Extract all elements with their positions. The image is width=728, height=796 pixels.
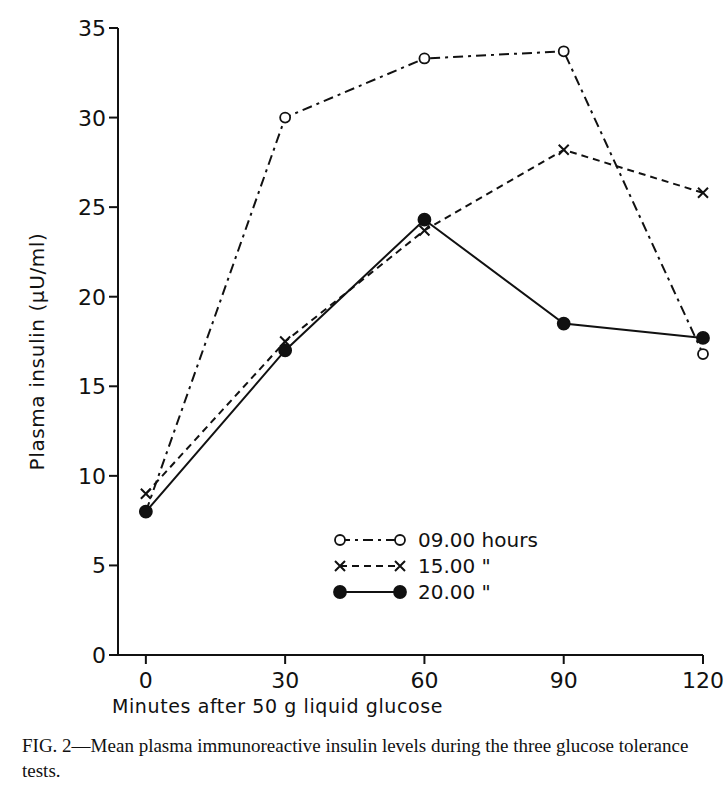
x-tick xyxy=(563,655,565,664)
legend-marker xyxy=(335,535,345,545)
marker xyxy=(698,188,708,198)
x-tick xyxy=(284,655,286,664)
y-tick-label: 5 xyxy=(92,553,106,578)
legend-marker xyxy=(394,586,406,598)
y-tick-label: 10 xyxy=(78,464,106,489)
marker xyxy=(140,506,152,518)
plot-area xyxy=(140,46,709,517)
y-tick-label: 35 xyxy=(78,16,106,41)
legend-label: 09.00 hours xyxy=(418,528,538,552)
marker xyxy=(698,349,708,359)
caption-line: FIG. 2—Mean plasma immunoreactive insuli… xyxy=(22,735,688,756)
legend-label: 20.00 " xyxy=(418,580,491,604)
series-line xyxy=(146,150,703,494)
x-axis-label: Minutes after 50 g liquid glucose xyxy=(112,695,443,717)
marker xyxy=(419,225,429,235)
x-tick xyxy=(423,655,425,664)
y-tick xyxy=(109,27,118,29)
legend-marker xyxy=(395,561,405,571)
legend-marker xyxy=(395,535,405,545)
marker xyxy=(279,344,291,356)
marker xyxy=(141,489,151,499)
marker xyxy=(558,318,570,330)
x-tick-label: 90 xyxy=(550,668,578,693)
marker xyxy=(559,46,569,56)
legend-line xyxy=(340,565,400,567)
y-axis xyxy=(117,28,119,655)
legend-marker xyxy=(334,586,346,598)
y-tick-label: 30 xyxy=(78,106,106,131)
y-axis-label: Plasma insulin (μU/ml) xyxy=(25,233,49,471)
y-tick xyxy=(109,475,118,477)
y-tick xyxy=(109,654,118,656)
legend-line xyxy=(340,591,400,593)
x-axis xyxy=(118,654,703,656)
y-tick-label: 25 xyxy=(78,195,106,220)
x-tick xyxy=(702,655,704,664)
caption-line: tests. xyxy=(22,760,61,781)
caption: FIG. 2—Mean plasma immunoreactive insuli… xyxy=(22,735,688,781)
y-tick xyxy=(109,117,118,119)
marker xyxy=(418,214,430,226)
y-tick xyxy=(109,385,118,387)
y-tick xyxy=(109,564,118,566)
y-tick-label: 15 xyxy=(78,374,106,399)
x-tick-label: 120 xyxy=(682,668,724,693)
x-tick-label: 0 xyxy=(139,668,153,693)
x-tick-label: 60 xyxy=(410,668,438,693)
chart: 0 5 10 15 20 25 30 35 0 30 60 90 120 Minutes after 50… xyxy=(0,0,728,796)
legend-label: 15.00 " xyxy=(418,554,491,578)
legend-marker xyxy=(335,561,345,571)
marker xyxy=(280,113,290,123)
series-line xyxy=(146,51,703,511)
series-line xyxy=(146,220,703,512)
y-tick xyxy=(109,206,118,208)
legend-line xyxy=(340,539,400,541)
marker xyxy=(697,332,709,344)
marker xyxy=(419,53,429,63)
y-tick xyxy=(109,296,118,298)
y-tick-label: 0 xyxy=(92,643,106,668)
marker xyxy=(141,507,151,517)
x-tick-label: 30 xyxy=(271,668,299,693)
legend: 09.00 hours15.00 "20.00 " xyxy=(334,528,538,604)
marker xyxy=(559,145,569,155)
x-tick xyxy=(145,655,147,664)
y-tick-label: 20 xyxy=(78,285,106,310)
